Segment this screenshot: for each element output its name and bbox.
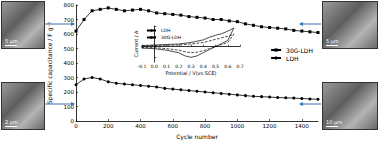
svg-text:0.4: 0.4 bbox=[200, 64, 207, 69]
svg-text:400: 400 bbox=[64, 60, 75, 66]
svg-text:0.2: 0.2 bbox=[175, 64, 182, 69]
svg-text:0.6: 0.6 bbox=[224, 64, 231, 69]
svg-text:0.3: 0.3 bbox=[187, 64, 194, 69]
svg-text:Cycle number: Cycle number bbox=[176, 133, 218, 141]
html-text:5 μm: 5 μm bbox=[5, 38, 18, 44]
svg-text:200: 200 bbox=[103, 123, 114, 129]
html-text:2 μm: 2 μm bbox=[5, 119, 18, 125]
svg-text:0.1: 0.1 bbox=[163, 64, 170, 69]
svg-text:LDH: LDH bbox=[161, 28, 170, 33]
svg-text:30G-LDH: 30G-LDH bbox=[286, 47, 313, 54]
svg-text:600: 600 bbox=[64, 31, 75, 37]
svg-text:0: 0 bbox=[74, 123, 78, 129]
svg-text:800: 800 bbox=[200, 123, 211, 129]
svg-text:1400: 1400 bbox=[295, 123, 309, 129]
svg-text:300: 300 bbox=[64, 75, 75, 81]
svg-text:-0.1: -0.1 bbox=[138, 64, 147, 69]
svg-text:800: 800 bbox=[64, 2, 75, 8]
svg-text:0: 0 bbox=[70, 118, 74, 124]
svg-text:Specific capacitance / F g⁻¹: Specific capacitance / F g⁻¹ bbox=[46, 21, 54, 104]
svg-text:LDH: LDH bbox=[286, 55, 298, 62]
svg-text:30G-LDH: 30G-LDH bbox=[161, 35, 181, 40]
svg-text:0.7: 0.7 bbox=[236, 64, 243, 69]
svg-text:Potential / V(vs.SCE): Potential / V(vs.SCE) bbox=[165, 70, 216, 76]
svg-text:600: 600 bbox=[168, 123, 179, 129]
svg-text:0.0: 0.0 bbox=[151, 64, 158, 69]
svg-text:1200: 1200 bbox=[263, 123, 277, 129]
html-text:5 μm: 5 μm bbox=[326, 38, 339, 44]
svg-text:1000: 1000 bbox=[230, 123, 244, 129]
html-text:10 μm: 10 μm bbox=[326, 119, 342, 125]
svg-text:200: 200 bbox=[64, 89, 75, 95]
svg-text:400: 400 bbox=[135, 123, 146, 129]
svg-text:500: 500 bbox=[64, 46, 75, 52]
svg-text:100: 100 bbox=[64, 104, 75, 110]
svg-text:Current / A: Current / A bbox=[133, 30, 139, 58]
svg-text:0.5: 0.5 bbox=[212, 64, 219, 69]
svg-text:700: 700 bbox=[64, 17, 75, 23]
